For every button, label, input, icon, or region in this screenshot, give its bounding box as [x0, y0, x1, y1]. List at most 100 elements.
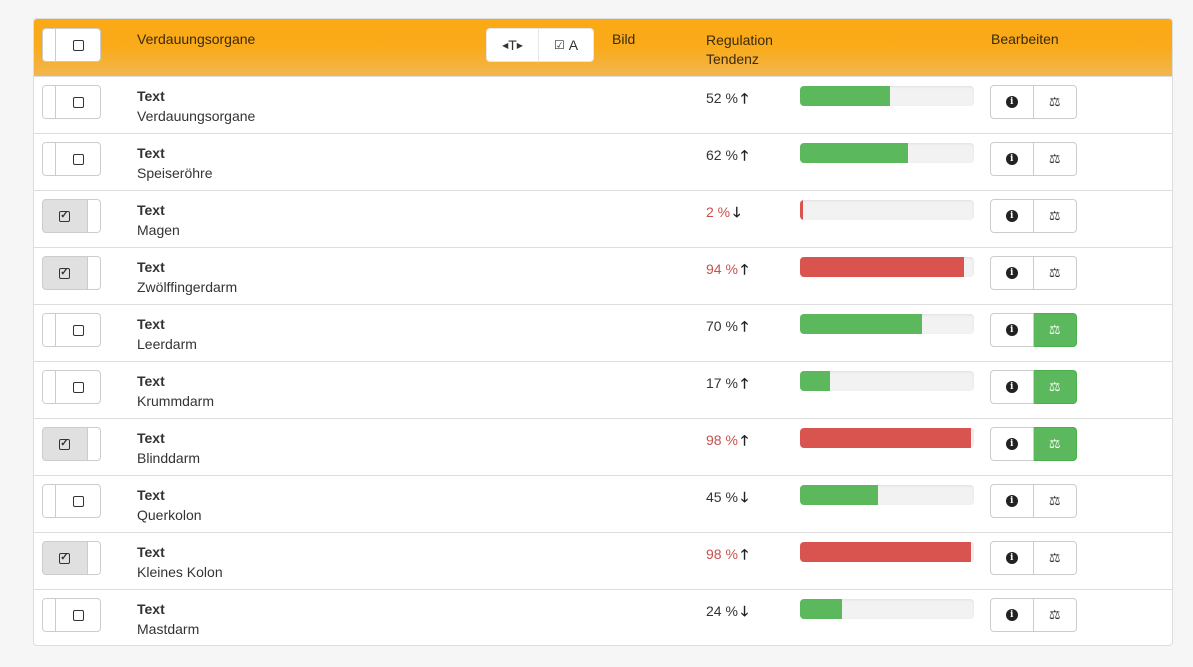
- regulation-percent: 24 % 🡓: [706, 601, 748, 625]
- check-square-icon: ☑: [553, 38, 565, 52]
- info-button[interactable]: i: [990, 598, 1034, 632]
- regulation-percent: 98 % 🡑: [706, 430, 748, 454]
- toggle-text-button[interactable]: ◀ T ▶: [486, 28, 539, 62]
- progress-fill: [800, 428, 971, 448]
- toggle-handle: [43, 371, 56, 403]
- info-icon: i: [1005, 267, 1018, 279]
- caret-right-icon: ▶: [516, 40, 523, 50]
- percent-value: 17 %: [706, 375, 738, 391]
- progress-fill: [800, 542, 971, 562]
- percent-value: 62 %: [706, 147, 738, 163]
- regulation-progress-bar: [800, 371, 974, 391]
- balance-button[interactable]: ⚖: [1033, 85, 1077, 119]
- table-row: Text Verdauungsorgane 52 % 🡑 i ⚖: [34, 76, 1172, 133]
- percent-value: 45 %: [706, 489, 738, 505]
- item-type: Text: [137, 544, 165, 560]
- toggle-all-button[interactable]: ☑ A: [538, 28, 594, 62]
- balance-button[interactable]: ⚖: [1033, 484, 1077, 518]
- tendency-label: Tendenz: [706, 51, 759, 67]
- info-icon: i: [1005, 609, 1018, 621]
- balance-button[interactable]: ⚖: [1033, 598, 1077, 632]
- table-row: ✓ Text Zwölffingerdarm 94 % 🡑 i ⚖: [34, 247, 1172, 304]
- percent-value: 2 %: [706, 204, 731, 220]
- info-icon: i: [1005, 381, 1018, 393]
- regulation-percent: 2 % 🡓: [706, 202, 740, 226]
- edit-button-group: i ⚖: [990, 313, 1077, 347]
- table-row: Text Speiseröhre 62 % 🡑 i ⚖: [34, 133, 1172, 190]
- progress-fill: [800, 314, 922, 334]
- regulation-progress-bar: [800, 86, 974, 106]
- item-name: Krummdarm: [137, 393, 215, 409]
- progress-fill: [800, 599, 842, 619]
- toggle-handle: [87, 542, 100, 574]
- row-select-toggle[interactable]: ✓: [42, 256, 101, 290]
- row-select-toggle[interactable]: [42, 85, 101, 119]
- row-select-toggle[interactable]: ✓: [42, 199, 101, 233]
- item-name: Speiseröhre: [137, 165, 213, 181]
- select-all-toggle[interactable]: [42, 28, 101, 62]
- table-row: Text Leerdarm 70 % 🡑 i ⚖: [34, 304, 1172, 361]
- info-button[interactable]: i: [990, 427, 1034, 461]
- arrow-down-icon: 🡓: [740, 603, 749, 619]
- item-name: Verdauungsorgane: [137, 108, 256, 124]
- table-row: ✓ Text Blinddarm 98 % 🡑 i ⚖: [34, 418, 1172, 475]
- info-button[interactable]: i: [990, 85, 1034, 119]
- percent-value: 94 %: [706, 261, 738, 277]
- balance-scale-icon: ⚖: [1048, 151, 1061, 166]
- checkbox-icon: [73, 154, 84, 165]
- regulation-percent: 17 % 🡑: [706, 373, 748, 397]
- item-name: Querkolon: [137, 507, 202, 523]
- toggle-text-label: T: [508, 37, 517, 53]
- row-select-toggle[interactable]: [42, 313, 101, 347]
- balance-button[interactable]: ⚖: [1033, 142, 1077, 176]
- info-button[interactable]: i: [990, 142, 1034, 176]
- info-button[interactable]: i: [990, 256, 1034, 290]
- arrow-up-icon: 🡑: [740, 90, 749, 106]
- regulation-progress-bar: [800, 428, 974, 448]
- regulation-progress-bar: [800, 599, 974, 619]
- regulation-percent: 45 % 🡓: [706, 487, 748, 511]
- info-button[interactable]: i: [990, 484, 1034, 518]
- row-select-toggle[interactable]: [42, 142, 101, 176]
- checkbox-icon: [73, 97, 84, 108]
- table-header: Verdauungsorgane ◀ T ▶ ☑ A Bild Regulation …: [34, 19, 1172, 76]
- item-type: Text: [137, 259, 165, 275]
- regulation-column-header: Regulation Tendenz: [706, 31, 773, 69]
- balance-button[interactable]: ⚖: [1033, 541, 1077, 575]
- regulation-progress-bar: [800, 143, 974, 163]
- balance-button[interactable]: ⚖: [1033, 427, 1077, 461]
- info-button[interactable]: i: [990, 541, 1034, 575]
- edit-button-group: i ⚖: [990, 598, 1077, 632]
- balance-button[interactable]: ⚖: [1033, 313, 1077, 347]
- edit-button-group: i ⚖: [990, 370, 1077, 404]
- toggle-handle: [43, 599, 56, 631]
- info-button[interactable]: i: [990, 370, 1034, 404]
- toggle-handle: [43, 86, 56, 118]
- balance-scale-icon: ⚖: [1048, 208, 1061, 223]
- checked-checkbox-icon: ✓: [59, 267, 70, 279]
- balance-scale-icon: ⚖: [1048, 94, 1061, 109]
- info-button[interactable]: i: [990, 199, 1034, 233]
- row-select-toggle[interactable]: ✓: [42, 541, 101, 575]
- balance-button[interactable]: ⚖: [1033, 199, 1077, 233]
- arrow-up-icon: 🡑: [740, 546, 749, 562]
- percent-value: 70 %: [706, 318, 738, 334]
- row-select-toggle[interactable]: [42, 370, 101, 404]
- arrow-up-icon: 🡑: [740, 375, 749, 391]
- balance-button[interactable]: ⚖: [1033, 256, 1077, 290]
- balance-button[interactable]: ⚖: [1033, 370, 1077, 404]
- table-row: Text Mastdarm 24 % 🡓 i ⚖: [34, 589, 1172, 645]
- info-icon: i: [1005, 96, 1018, 108]
- row-select-toggle[interactable]: [42, 484, 101, 518]
- item-type: Text: [137, 430, 165, 446]
- arrow-up-icon: 🡑: [740, 147, 749, 163]
- row-select-toggle[interactable]: [42, 598, 101, 632]
- info-button[interactable]: i: [990, 313, 1034, 347]
- regulation-progress-bar: [800, 542, 974, 562]
- checkbox-icon: [73, 382, 84, 393]
- progress-fill: [800, 371, 830, 391]
- percent-value: 98 %: [706, 432, 738, 448]
- item-type: Text: [137, 145, 165, 161]
- table-row: ✓ Text Kleines Kolon 98 % 🡑 i ⚖: [34, 532, 1172, 589]
- row-select-toggle[interactable]: ✓: [42, 427, 101, 461]
